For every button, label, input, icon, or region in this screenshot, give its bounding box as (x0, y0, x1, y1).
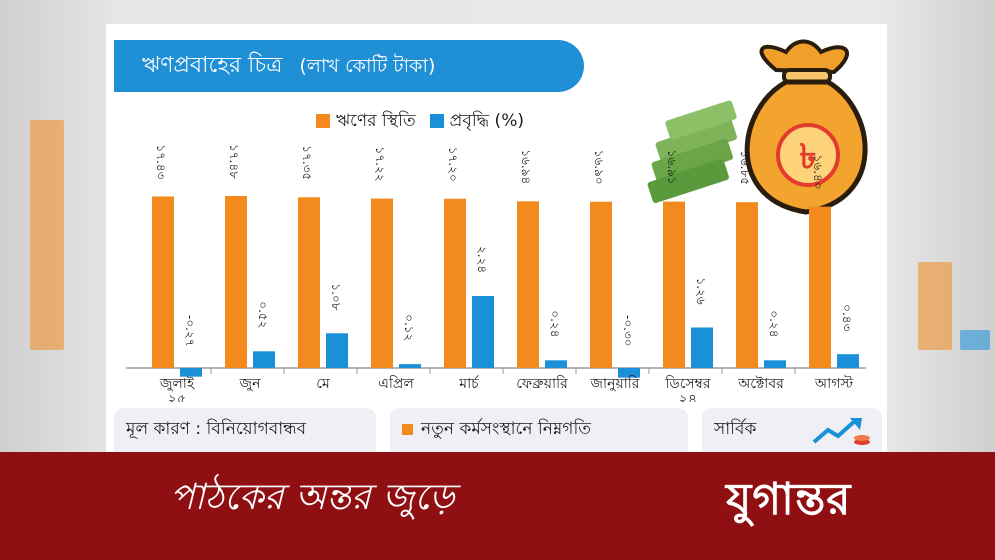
x-tick-label: এপ্রিল (378, 375, 414, 392)
cash-stack-icon (647, 100, 737, 203)
newspaper-logo: যুগান্তর (726, 474, 852, 525)
notes-row: মূল কারণ : বিনিয়োগবান্ধব নতুন কর্মসংস্থ… (106, 402, 887, 452)
stock-data-label: ১৬.৪০ (811, 155, 825, 190)
growth-bar (399, 364, 421, 368)
growth-data-label: ২.২৪ (475, 246, 489, 273)
growth-data-label: -০.৩০ (621, 315, 635, 347)
blurred-bar-left (30, 120, 64, 350)
stock-bar (590, 201, 612, 368)
note-main-reason: মূল কারণ : বিনিয়োগবান্ধব (114, 408, 376, 452)
legend-growth: প্রবৃদ্ধি (%) (429, 108, 524, 136)
note-overall-text: সার্বিক (714, 419, 757, 439)
growth-data-label: -০.২৭ (183, 315, 197, 347)
growth-data-label: ০.৪৩ (840, 304, 854, 331)
stock-bar (225, 196, 247, 368)
note-bullet (402, 423, 413, 435)
x-tick-label: ফেব্রুয়ারি (516, 375, 568, 392)
x-tick-label: ডিসেম্বর (664, 375, 710, 392)
chart-unit: (লাখ কোটি টাকা) (299, 55, 436, 77)
legend-stock-label: ঋণের স্থিতি (336, 111, 416, 131)
stock-bar (517, 201, 539, 368)
stock-data-label: ১৭.৪৮ (227, 144, 241, 179)
stock-data-label: ১৭.৪৩ (154, 144, 168, 179)
bar-chart: ১৭.৪৩ -০.২৭ জুলাই২৫ ১৭.৪৮ ০.৫২ জুন ১৭.৩৫ ১.০৮ মে… (126, 144, 866, 402)
title-banner: ঋণপ্রবাহের চিত্র (লাখ কোটি টাকা) (114, 40, 584, 92)
growth-data-label: ১.২৬ (694, 278, 708, 305)
legend-stock-swatch (316, 114, 330, 128)
stock-data-label: ১৭.৩৫ (300, 145, 314, 180)
x-tick-label: আগস্ট (814, 375, 854, 392)
growth-data-label: ০.২৪ (767, 310, 781, 337)
x-tick-label: জুলাই (159, 375, 195, 392)
x-tick-label: জুন (239, 376, 262, 392)
growth-data-label: ০.২৪ (548, 310, 562, 337)
money-bag-illustration: ৳ (647, 39, 868, 215)
footer-banner: পাঠকের অন্তর জুড়ে যুগান্তর (0, 452, 995, 560)
stock-bar (663, 201, 685, 368)
x-tick-label: অক্টোবর (737, 376, 784, 392)
growth-bar (691, 327, 713, 368)
growth-bar (180, 368, 202, 377)
legend: ঋণের স্থিতি প্রবৃদ্ধি (%) (316, 108, 524, 136)
note-overall: সার্বিক (702, 408, 882, 452)
growth-data-label: ১.০৮ (329, 283, 343, 310)
stock-data-label: ১৭.২০ (446, 147, 460, 182)
stock-bar (152, 196, 174, 368)
x-tick-label: ২৫ (168, 392, 186, 402)
stock-bar (371, 198, 393, 368)
growth-bar (764, 360, 786, 368)
growth-bar (545, 360, 567, 368)
stock-data-label: ১৬.৯১ (665, 150, 679, 185)
x-tick-label: ২৪ (679, 392, 697, 402)
growth-trend-icon (812, 418, 870, 445)
stock-data-label: ১৬.৮৫ (738, 150, 752, 185)
growth-bar (618, 368, 640, 378)
x-tick-label: মার্চ (458, 375, 479, 392)
chart-card: ঋণপ্রবাহের চিত্র (লাখ কোটি টাকা) ঋণের স্… (106, 24, 887, 452)
chart-title: ঋণপ্রবাহের চিত্র (142, 53, 283, 78)
growth-data-label: ০.৫২ (256, 301, 270, 328)
note-new-jobs: নতুন কর্মসংস্থানে নিম্নগতি (390, 408, 688, 452)
growth-bar (472, 296, 494, 368)
growth-bar (837, 354, 859, 368)
stock-bar (809, 206, 831, 368)
footer-slogan: পাঠকের অন্তর জুড়ে (170, 477, 455, 518)
legend-growth-swatch (429, 114, 444, 128)
money-bag-icon: ৳ (744, 39, 868, 215)
note-main-reason-text: মূল কারণ : বিনিয়োগবান্ধব (126, 419, 307, 439)
legend-growth-label: প্রবৃদ্ধি (%) (449, 111, 524, 131)
x-tick-label: মে (316, 376, 330, 392)
stock-data-label: ১৬.৯৪ (519, 149, 533, 184)
growth-bar (253, 351, 275, 368)
stock-data-label: ১৬.৯০ (592, 150, 606, 185)
svg-text:৳: ৳ (800, 137, 817, 177)
stock-bar (736, 202, 758, 368)
stock-bar (444, 198, 466, 368)
blurred-bar-right-2 (960, 330, 990, 350)
stock-bar (298, 197, 320, 368)
legend-stock: ঋণের স্থিতি (316, 108, 416, 136)
blurred-bar-right (918, 262, 952, 350)
growth-bar (326, 333, 348, 368)
note-new-jobs-text: নতুন কর্মসংস্থানে নিম্নগতি (421, 419, 592, 439)
stock-data-label: ১৭.২২ (373, 147, 387, 182)
x-tick-label: জানুয়ারি (590, 375, 640, 392)
growth-data-label: ০.১২ (402, 314, 416, 341)
